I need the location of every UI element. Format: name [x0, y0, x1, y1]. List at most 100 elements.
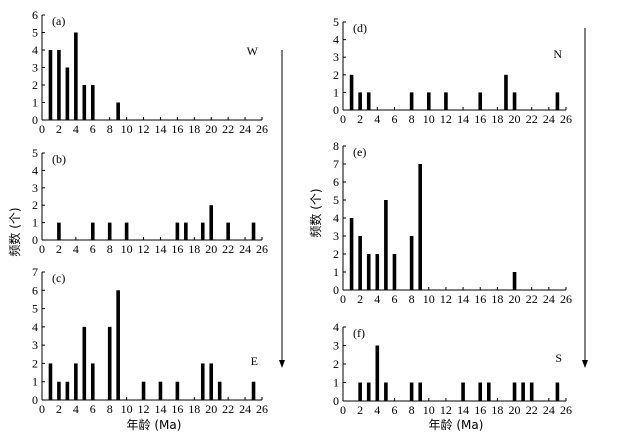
panel-label-c: (c): [52, 271, 65, 285]
x-tick-label-a: 2: [56, 122, 62, 136]
y-tick-label-b: 0: [32, 233, 38, 247]
x-tick-label-e: 22: [526, 292, 538, 306]
y-tick-label-a: 1: [32, 96, 38, 110]
bar-b-17: [184, 222, 188, 240]
bar-b-6: [90, 222, 95, 240]
x-tick-label-f: 8: [409, 403, 415, 417]
y-tick-label-d: 5: [333, 15, 339, 29]
x-tick-label-e: 10: [423, 292, 435, 306]
bar-d-25: [555, 92, 560, 110]
bar-f-25: [555, 382, 560, 401]
x-tick-label-b: 26: [256, 242, 268, 256]
y-tick-label-e: 7: [333, 157, 339, 171]
x-tick-label-b: 8: [107, 242, 113, 256]
panel-label-a: (a): [52, 14, 65, 28]
y-tick-label-c: 6: [32, 283, 38, 297]
x-tick-label-e: 20: [509, 292, 521, 306]
xlabel-right: 年龄 (Ma): [429, 418, 484, 432]
bar-c-5: [82, 326, 87, 400]
bar-c-4: [74, 363, 78, 400]
x-tick-label-f: 24: [543, 403, 555, 417]
x-tick-label-d: 10: [423, 112, 435, 126]
bar-b-2: [57, 222, 61, 240]
x-tick-label-d: 16: [474, 112, 486, 126]
bar-e-9: [418, 164, 422, 290]
y-tick-label-e: 1: [333, 265, 339, 279]
bar-a-5: [82, 85, 87, 120]
x-tick-label-a: 16: [171, 122, 183, 136]
y-tick-label-c: 4: [32, 320, 38, 334]
x-tick-label-a: 10: [121, 122, 133, 136]
y-tick-label-c: 5: [32, 302, 38, 316]
x-tick-label-f: 26: [560, 403, 572, 417]
bar-f-16: [478, 382, 483, 401]
y-tick-label-a: 2: [32, 78, 38, 92]
x-tick-label-b: 2: [56, 242, 62, 256]
y-tick-label-b: 5: [32, 146, 38, 160]
bar-f-3: [366, 382, 371, 401]
x-tick-label-c: 6: [90, 402, 96, 416]
bar-c-14: [158, 381, 163, 400]
y-tick-label-f: 1: [333, 376, 339, 390]
bar-d-20: [512, 92, 517, 110]
x-tick-label-c: 16: [171, 402, 183, 416]
x-tick-label-f: 12: [440, 403, 452, 417]
x-tick-label-c: 10: [121, 402, 133, 416]
ylabel-left: 频数 (个): [7, 207, 22, 256]
bar-d-2: [358, 92, 362, 110]
x-tick-label-e: 14: [457, 292, 469, 306]
x-tick-label-f: 22: [526, 403, 538, 417]
y-tick-label-c: 7: [32, 265, 38, 279]
bar-f-2: [358, 382, 362, 401]
y-tick-label-b: 1: [32, 216, 38, 230]
bar-e-1: [349, 218, 354, 290]
bar-c-20: [209, 363, 214, 400]
x-tick-label-b: 16: [171, 242, 183, 256]
ylabel-right: 频数 (个): [308, 188, 323, 237]
x-tick-label-b: 14: [154, 242, 166, 256]
x-tick-label-b: 22: [222, 242, 234, 256]
bar-c-16: [175, 381, 180, 400]
arrow-w-to-e: [279, 50, 285, 368]
bar-d-10: [426, 92, 431, 110]
x-tick-label-e: 6: [391, 292, 397, 306]
panel-label-d: (d): [353, 21, 367, 35]
x-tick-label-c: 8: [107, 402, 113, 416]
y-tick-label-e: 4: [333, 211, 339, 225]
x-tick-label-f: 0: [340, 403, 346, 417]
panel-label-e: (e): [353, 145, 366, 159]
x-tick-label-d: 4: [374, 112, 380, 126]
x-tick-label-a: 0: [39, 122, 45, 136]
x-tick-label-a: 12: [138, 122, 150, 136]
x-tick-label-b: 20: [205, 242, 217, 256]
x-tick-label-d: 12: [440, 112, 452, 126]
bar-b-16: [175, 222, 180, 240]
bar-c-25: [251, 381, 256, 400]
y-tick-label-b: 2: [32, 198, 38, 212]
bar-e-3: [366, 254, 371, 290]
bar-a-4: [74, 32, 78, 120]
x-tick-label-e: 16: [474, 292, 486, 306]
bar-a-9: [116, 102, 120, 120]
x-tick-label-b: 0: [39, 242, 45, 256]
x-tick-label-c: 4: [73, 402, 79, 416]
bar-f-22: [529, 382, 534, 401]
y-tick-label-e: 0: [333, 283, 339, 297]
y-tick-label-d: 0: [333, 103, 339, 117]
bar-b-8: [107, 222, 112, 240]
bar-b-19: [200, 222, 205, 240]
x-tick-label-a: 8: [107, 122, 113, 136]
y-tick-label-c: 0: [32, 393, 38, 407]
bar-f-5: [384, 382, 388, 401]
arrow-n-to-s: [582, 28, 588, 368]
bar-d-16: [478, 92, 483, 110]
x-tick-label-d: 6: [391, 112, 397, 126]
x-tick-label-c: 24: [239, 402, 251, 416]
y-tick-label-d: 2: [333, 68, 339, 82]
bar-c-9: [116, 290, 120, 400]
